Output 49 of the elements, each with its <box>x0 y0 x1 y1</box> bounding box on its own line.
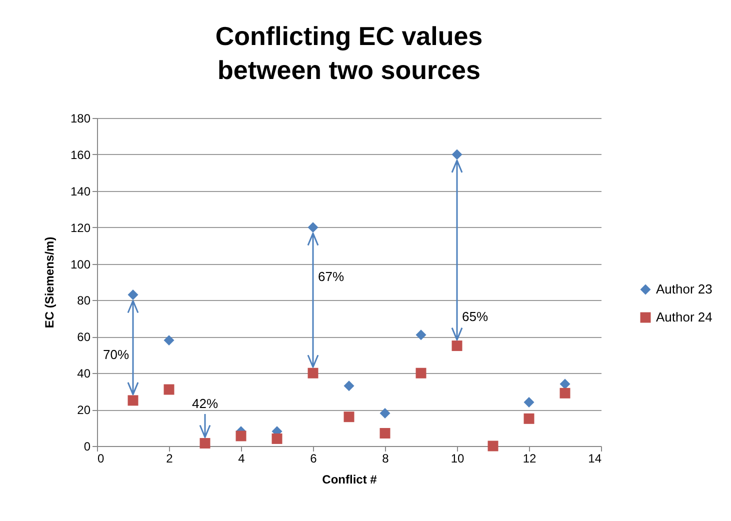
x-tick-label: 14 <box>588 452 602 466</box>
x-tick-label: 12 <box>522 452 536 466</box>
point <box>416 330 426 340</box>
point <box>272 433 282 444</box>
point <box>380 408 390 418</box>
point <box>452 149 462 160</box>
point <box>200 438 210 449</box>
point <box>524 413 534 424</box>
y-tick-label: 40 <box>77 366 91 381</box>
legend-label: Author 23 <box>656 282 712 296</box>
y-tick-label: 80 <box>77 294 91 308</box>
x-tick-label: 4 <box>238 452 246 466</box>
annotation: 67% <box>318 269 344 284</box>
y-tick-label: 160 <box>70 148 91 162</box>
point <box>164 335 174 346</box>
x-tick-label: 2 <box>166 452 174 466</box>
point <box>416 368 426 378</box>
point <box>308 368 318 378</box>
point <box>128 290 138 300</box>
annotation: 65% <box>462 309 488 324</box>
y-tick-label: 120 <box>70 220 91 235</box>
annotation: 42% <box>192 396 218 411</box>
point <box>452 340 462 352</box>
y-tick-label: 0 <box>84 440 91 454</box>
y-tick-label: 60 <box>77 330 91 344</box>
point <box>344 380 354 392</box>
annotation: 70% <box>102 347 130 362</box>
x-tick-label: 6 <box>310 452 318 466</box>
y-axis-title: EC (Siemens/m) <box>42 236 56 328</box>
y-tick-label: 140 <box>70 184 91 198</box>
point <box>560 388 570 398</box>
point <box>524 397 534 408</box>
point <box>560 378 570 390</box>
x-tick-label: 8 <box>382 452 390 466</box>
x-tick-label: 10 <box>450 452 464 466</box>
y-tick-label: 20 <box>77 403 91 418</box>
point <box>308 222 318 233</box>
point <box>380 428 390 438</box>
point <box>128 395 138 406</box>
y-tick-label: 180 <box>70 112 91 126</box>
point <box>236 430 246 442</box>
x-axis-title: Conflict # <box>322 472 378 486</box>
y-tick-label: 100 <box>70 257 91 272</box>
point <box>164 384 174 395</box>
legend-label: Author 24 <box>656 310 712 324</box>
chart-title: Conflicting EC values between two sources <box>215 21 483 85</box>
x-tick-label: 0 <box>98 452 104 466</box>
point <box>344 412 354 422</box>
point <box>488 440 498 452</box>
